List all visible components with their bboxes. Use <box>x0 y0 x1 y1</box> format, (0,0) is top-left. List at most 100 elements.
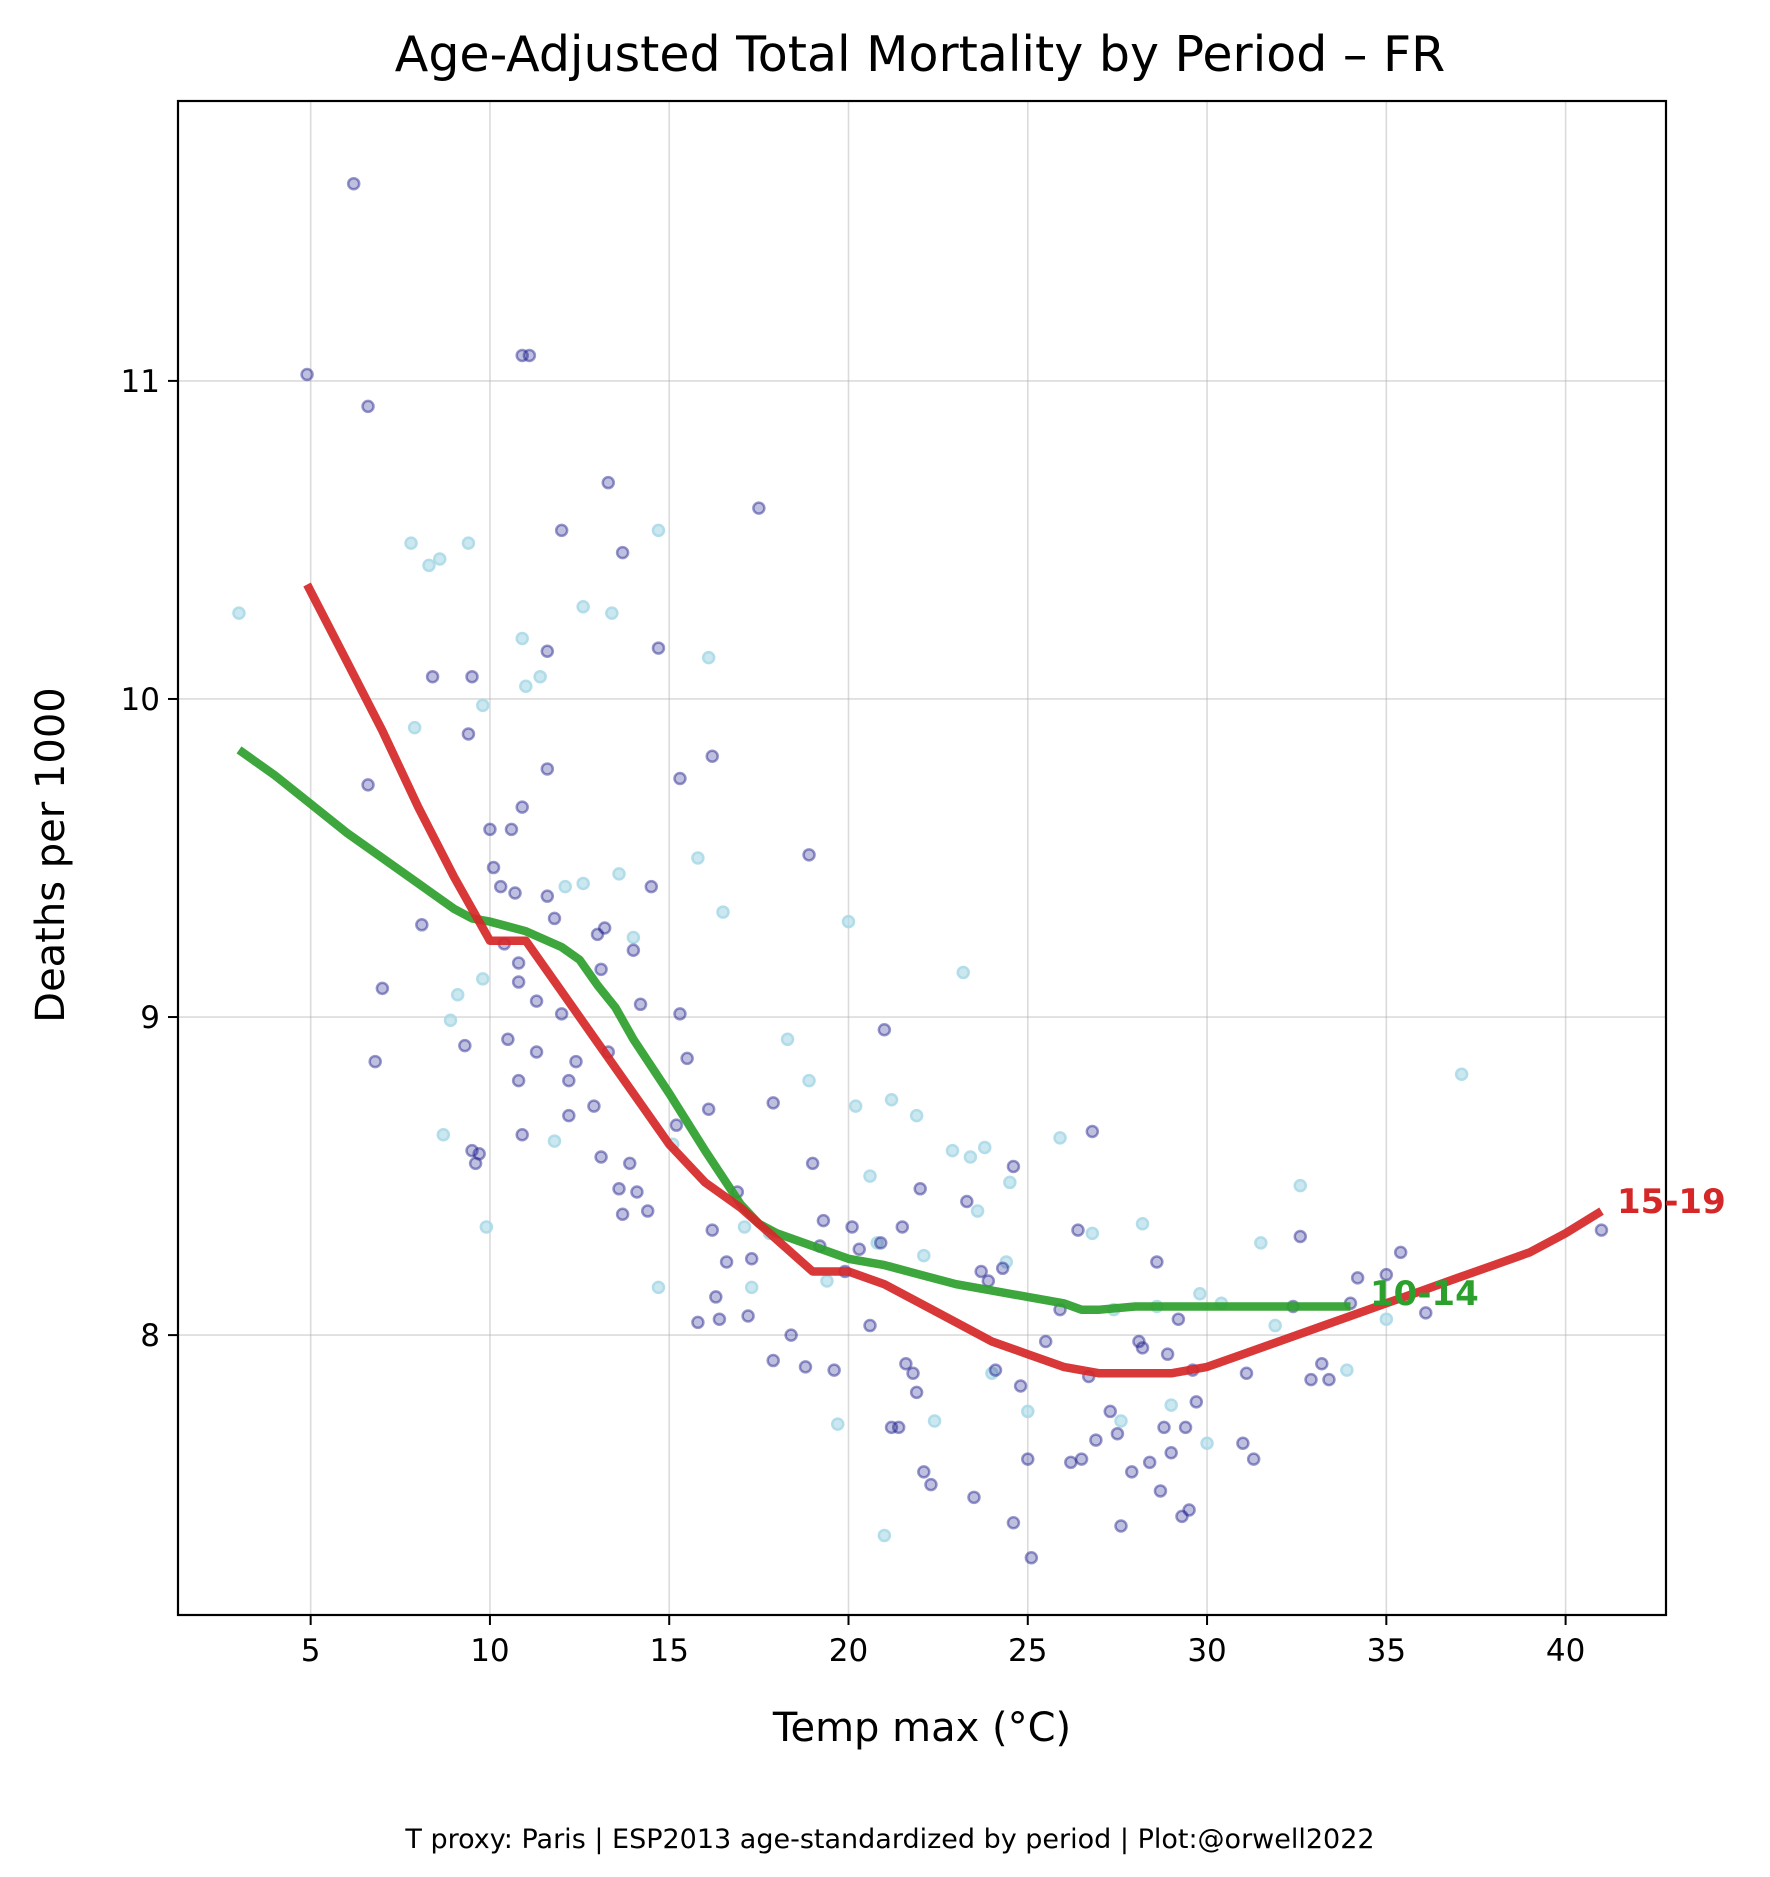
scatter-point-light <box>737 1220 752 1234</box>
scatter-point-dark <box>425 669 440 684</box>
chart-title: Age-Adjusted Total Mortality by Period –… <box>395 26 1445 83</box>
scatter-point-dark <box>540 644 555 659</box>
scatter-point-dark <box>709 1290 723 1304</box>
scatter-point-light <box>605 606 619 620</box>
scatter-point-light <box>917 1248 931 1263</box>
scatter-point-dark <box>1350 1271 1365 1285</box>
scatter-point-dark <box>1182 1503 1196 1517</box>
scatter-point-dark <box>1160 1347 1175 1361</box>
scatter-point-light <box>701 650 716 665</box>
scatter-point-dark <box>669 1118 684 1132</box>
scatter-point-dark <box>917 1465 931 1479</box>
scatter-point-dark <box>1135 1341 1150 1355</box>
scatter-point-light <box>232 606 246 620</box>
scatter-point-dark <box>1164 1446 1178 1460</box>
scatter-point-dark <box>1322 1372 1336 1387</box>
series-line-15-19 <box>303 582 1604 1378</box>
scatter-point-dark <box>1089 1433 1103 1447</box>
scatter-point-dark <box>640 1204 655 1218</box>
scatter-point-light <box>476 972 490 986</box>
scatter-point-dark <box>515 348 529 363</box>
scatter-point-dark <box>909 1385 924 1400</box>
scatter-point-dark <box>805 1156 820 1171</box>
scatter-point-dark <box>1315 1356 1329 1371</box>
scatter-point-dark <box>802 848 816 862</box>
scatter-point-light <box>716 905 730 919</box>
scatter-point-dark <box>766 1353 780 1368</box>
scatter-point-dark <box>960 1194 974 1209</box>
scatter-point-dark <box>988 1363 1003 1377</box>
scatter-point-dark <box>511 975 526 989</box>
scatter-point-dark <box>981 1274 996 1288</box>
scatter-point-light <box>547 1134 562 1148</box>
x-tick-label: 35 <box>1367 1633 1406 1669</box>
scatter-point-dark <box>540 889 555 903</box>
scatter-point-light <box>863 1169 877 1183</box>
scatter-point-dark <box>522 348 537 363</box>
scatter-point-dark <box>368 1054 382 1069</box>
scatter-point-dark <box>1085 1124 1100 1139</box>
scatter-point-light <box>820 1274 834 1288</box>
y-tick-label: 8 <box>140 1318 160 1354</box>
scatter-point-light <box>461 536 476 550</box>
scatter-point-dark <box>705 749 719 763</box>
scatter-point-dark <box>891 1420 906 1435</box>
scatter-point-dark <box>1013 1379 1028 1393</box>
scatter-point-dark <box>361 399 375 414</box>
series-label-15-19: 15-19 <box>1617 1182 1726 1222</box>
scatter-point-dark <box>1304 1372 1318 1387</box>
scatter-point-dark <box>547 911 562 926</box>
scatter-point-dark <box>375 981 390 996</box>
scatter-point-dark <box>884 1420 899 1435</box>
scatter-point-dark <box>863 1318 877 1333</box>
scatter-point-dark <box>1006 1159 1021 1174</box>
scatter-point-dark <box>1064 1455 1078 1470</box>
scatter-point-dark <box>626 943 641 957</box>
scatter-point-light <box>450 988 465 1002</box>
scatter-point-light <box>927 1414 942 1428</box>
scatter-point-dark <box>504 822 519 837</box>
scatter-point-light <box>977 1140 992 1155</box>
scatter-point-light <box>956 965 970 980</box>
scatter-point-dark <box>515 1127 529 1142</box>
scatter-point-light <box>985 1366 999 1381</box>
scatter-point-dark <box>1246 1452 1261 1466</box>
scatter-point-light <box>1379 1312 1394 1326</box>
scatter-point-dark <box>995 1261 1010 1276</box>
scatter-point-dark <box>924 1477 938 1492</box>
y-tick-label: 9 <box>140 1000 160 1036</box>
scatter-point-dark <box>1239 1366 1254 1381</box>
scatter-point-light <box>780 1032 795 1047</box>
scatter-point-dark <box>554 523 569 538</box>
y-axis-title: Deaths per 1000 <box>28 687 74 1022</box>
scatter-point-light <box>432 552 447 566</box>
scatter-point-light <box>422 558 436 573</box>
scatter-point-dark <box>906 1366 920 1381</box>
scatter-point-dark <box>562 1108 576 1123</box>
scatter-point-light <box>576 599 590 614</box>
scatter-point-dark <box>540 762 555 776</box>
scatter-point-light <box>651 523 666 538</box>
scatter-point-light <box>744 1280 759 1295</box>
scatter-point-dark <box>719 1255 734 1269</box>
scatter-point-dark <box>1293 1229 1308 1244</box>
scatter-point-light <box>1003 1175 1017 1190</box>
scatter-point-dark <box>468 1156 483 1171</box>
scatter-point-dark <box>913 1182 927 1196</box>
scatter-point-dark <box>486 860 501 875</box>
scatter-point-dark <box>569 1054 583 1069</box>
scatter-point-dark <box>346 176 361 191</box>
scatter-point-dark <box>1175 1509 1189 1524</box>
scatter-point-light <box>841 914 856 929</box>
scatter-point-dark <box>673 1007 687 1021</box>
x-tick-label: 15 <box>649 1633 688 1669</box>
scatter-point-dark <box>644 879 659 894</box>
scatter-point-dark <box>752 501 766 515</box>
scatter-point-dark <box>601 475 616 490</box>
scatter-point-dark <box>712 1312 727 1326</box>
x-tick-label: 25 <box>1008 1633 1047 1669</box>
scatter-point-light <box>1200 1436 1214 1450</box>
scatter-point-light <box>1164 1398 1178 1412</box>
scatter-point-dark <box>415 918 429 932</box>
scatter-point-dark <box>1071 1223 1085 1237</box>
